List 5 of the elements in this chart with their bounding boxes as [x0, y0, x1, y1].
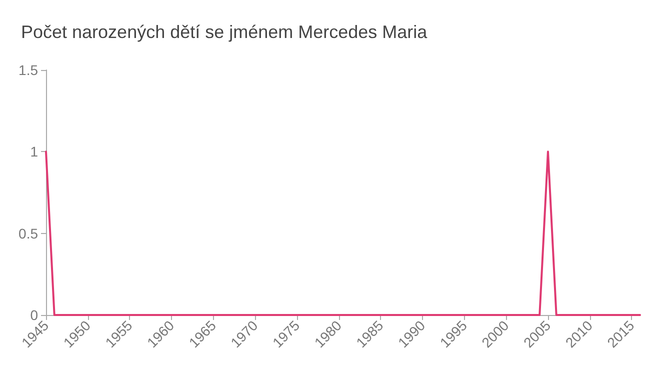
y-tick-label: 0 — [30, 307, 38, 323]
chart-title: Počet narozených dětí se jménem Mercedes Maria — [21, 22, 428, 42]
y-tick-label: 1.5 — [18, 62, 38, 78]
y-tick-label: 1 — [30, 144, 38, 160]
y-tick-label: 0.5 — [18, 225, 38, 242]
